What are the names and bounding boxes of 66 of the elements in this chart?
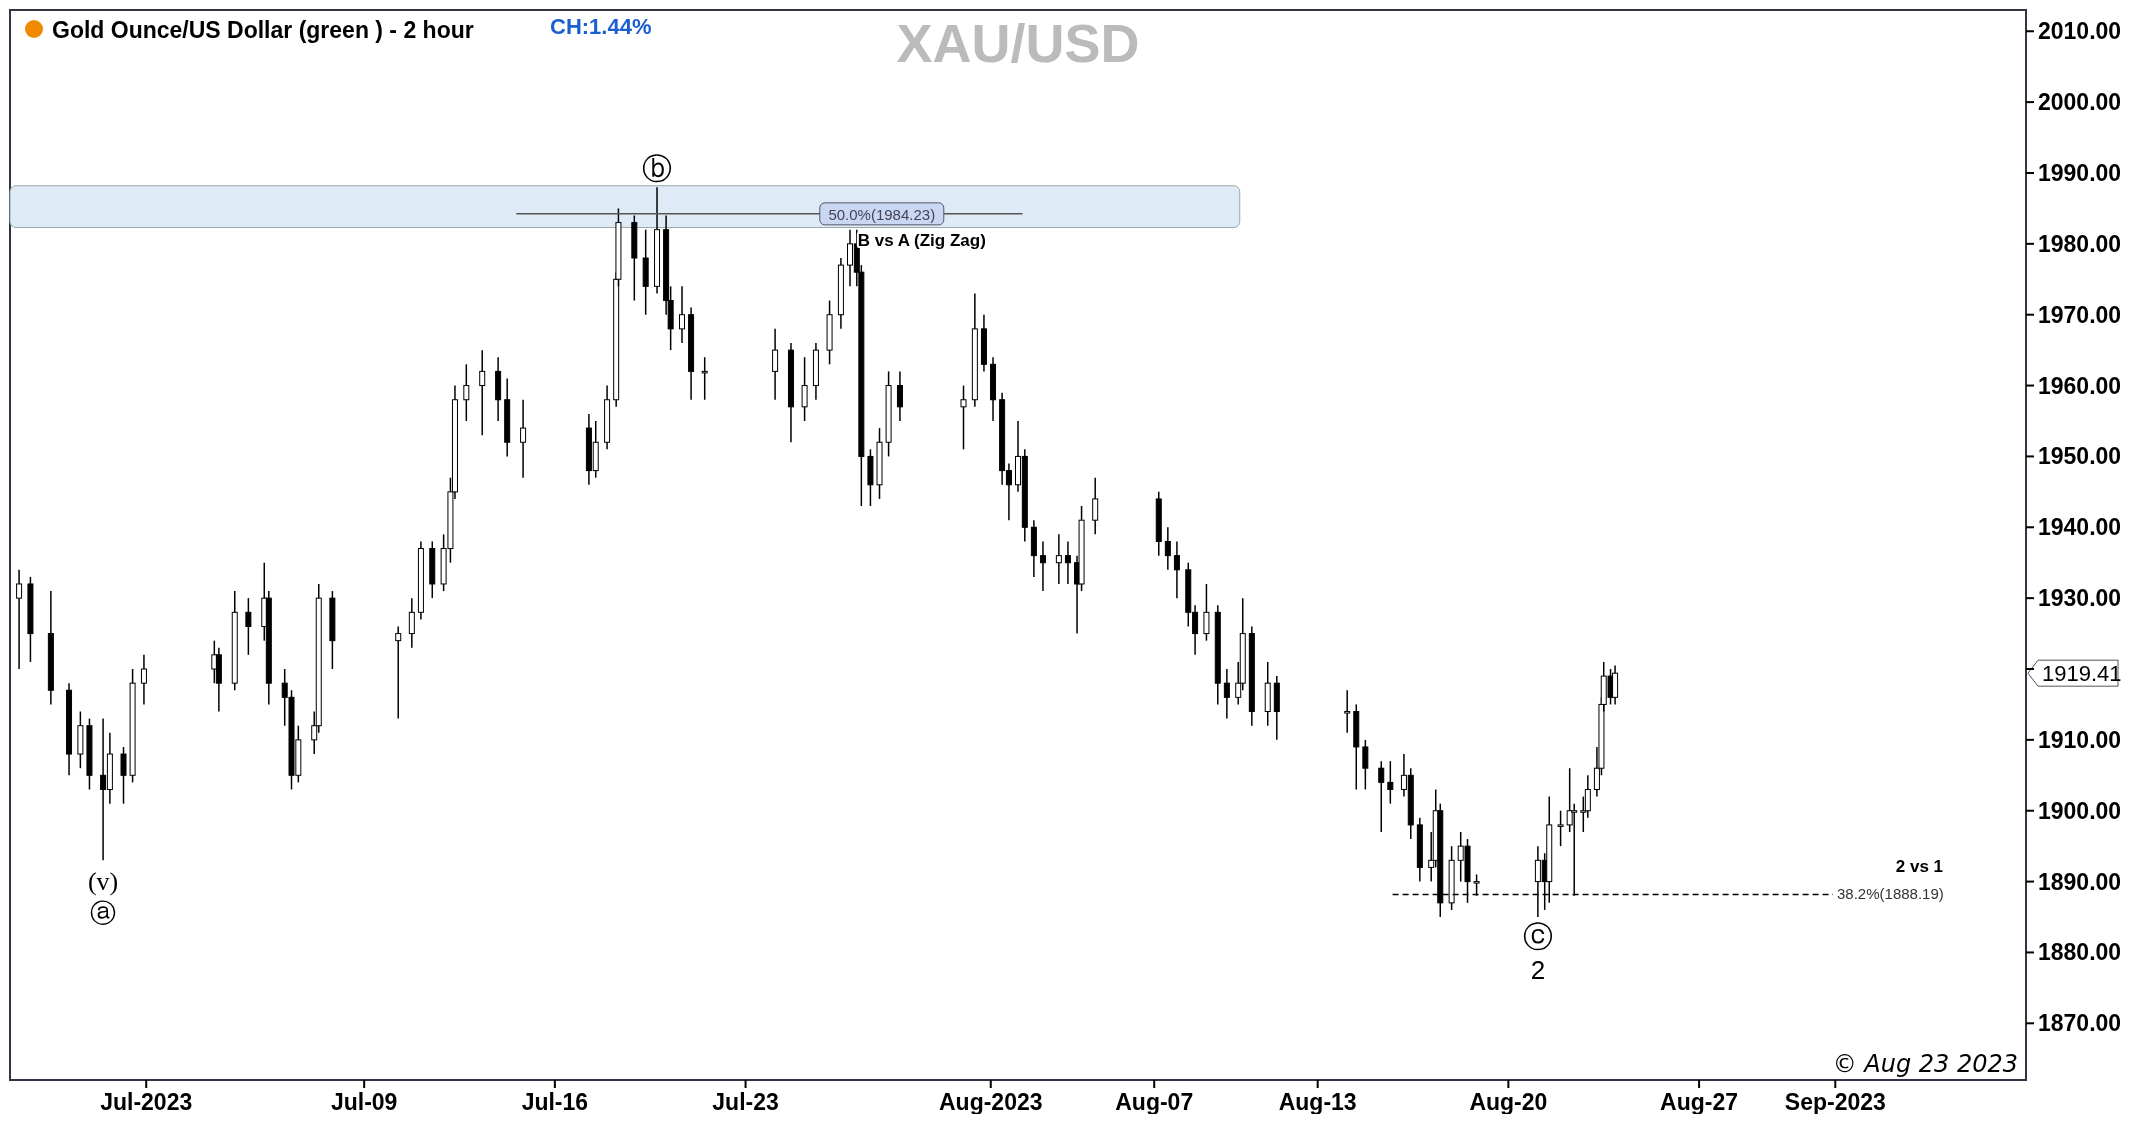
candlestick xyxy=(395,625,402,720)
y-tick-label: 1990.00 xyxy=(2038,159,2122,186)
text: 1919.41 xyxy=(2042,661,2122,687)
chart-subtitle: Gold Ounce/US Dollar (green ) - 2 hour xyxy=(52,17,474,43)
y-tick-label: 1870.00 xyxy=(2038,1010,2122,1037)
annotation: (v) xyxy=(87,867,119,897)
candlestick xyxy=(1164,526,1171,571)
candlestick xyxy=(1173,540,1180,599)
annotation: © Aug 23 2023 xyxy=(1832,1050,2018,1078)
candlestick xyxy=(772,328,779,401)
y-tick-label: 1880.00 xyxy=(2038,939,2122,966)
annotation: 2 xyxy=(1530,955,1546,986)
candlestick xyxy=(1344,689,1351,734)
annotation: CH:1.44% xyxy=(550,14,652,39)
y-tick-label: 2010.00 xyxy=(2038,18,2122,45)
y-tick-label: 1910.00 xyxy=(2038,726,2122,753)
candlestick xyxy=(1362,739,1369,791)
x-tick-label: Aug-20 xyxy=(1469,1089,1548,1115)
chart-title: XAU/USD xyxy=(896,13,1140,73)
annotation: ⓒ xyxy=(1522,920,1553,954)
candlestick xyxy=(479,349,486,436)
annotation: ⓑ xyxy=(642,151,673,187)
candlestick xyxy=(1387,760,1394,805)
y-tick-label: 1930.00 xyxy=(2038,585,2122,612)
candlestick xyxy=(701,356,708,401)
y-tick-label: 1980.00 xyxy=(2038,230,2122,257)
y-tick-label: 1940.00 xyxy=(2038,514,2122,541)
candlestick xyxy=(1203,583,1210,642)
candlestick xyxy=(960,384,967,451)
candlestick xyxy=(1378,760,1385,833)
candlestick xyxy=(1557,809,1564,847)
x-tick-label: Sep-2023 xyxy=(1784,1089,1886,1115)
candlestick xyxy=(896,370,903,422)
x-tick-label: Jul-09 xyxy=(330,1089,398,1115)
annotation: 2 vs 1 xyxy=(1895,857,1944,877)
annotation: 50.0%(1984.23) xyxy=(828,205,936,223)
candlestick xyxy=(463,363,470,422)
y-tick-label: 1970.00 xyxy=(2038,301,2122,328)
candlestick xyxy=(245,597,252,656)
candlestick xyxy=(1092,476,1099,536)
candlestick xyxy=(408,597,415,649)
annotation: B vs A (Zig Zag) xyxy=(857,230,986,250)
x-tick-label: Aug-27 xyxy=(1660,1089,1739,1115)
annotation: 38.2%(1888.19) xyxy=(1837,885,1944,903)
candlestick xyxy=(679,285,685,344)
candlestick xyxy=(801,356,808,422)
candlestick xyxy=(1055,533,1062,585)
y-tick-label: 1890.00 xyxy=(2038,868,2122,895)
annotation: ⓐ xyxy=(90,898,117,929)
candlestick xyxy=(1064,540,1071,585)
y-tick-label: 1950.00 xyxy=(2038,443,2122,470)
candlestick xyxy=(140,654,147,706)
candlestick xyxy=(16,569,23,670)
candlestick xyxy=(1039,540,1046,592)
y-tick-label: 1900.00 xyxy=(2038,797,2122,824)
y-tick-label: 1960.00 xyxy=(2038,372,2122,399)
candlestick xyxy=(120,746,127,805)
x-tick-label: Jul-16 xyxy=(521,1089,589,1115)
x-tick-label: Aug-2023 xyxy=(938,1089,1043,1115)
x-tick-label: Jul-2023 xyxy=(100,1089,193,1115)
x-tick-label: Aug-07 xyxy=(1115,1089,1194,1115)
y-tick-label: 2000.00 xyxy=(2038,89,2122,116)
candlestick xyxy=(1223,668,1230,720)
x-tick-label: Jul-23 xyxy=(712,1089,779,1115)
x-tick-label: Aug-13 xyxy=(1278,1089,1357,1115)
candlestick xyxy=(520,398,527,479)
